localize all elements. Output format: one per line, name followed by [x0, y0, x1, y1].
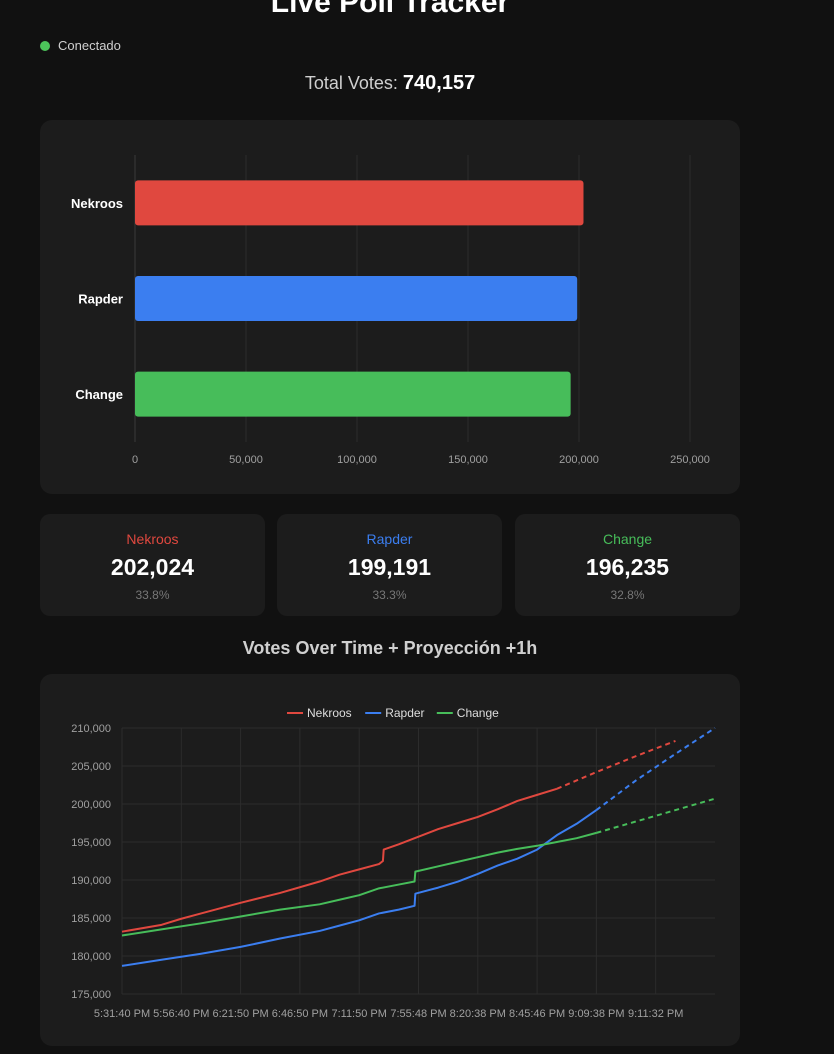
- card-percent: 33.3%: [372, 588, 407, 602]
- page-title: Live Poll Tracker: [270, 0, 510, 19]
- projection-line-rapder: [595, 727, 716, 811]
- bar-x-tick-label: 0: [132, 454, 138, 466]
- line-x-tick-label: 7:11:50 PM: [331, 1008, 386, 1020]
- card-percent: 32.8%: [610, 588, 645, 602]
- line-x-tick-label: 6:21:50 PM: [212, 1008, 268, 1020]
- status-dot-icon: [40, 40, 50, 51]
- bar-x-tick-label: 50,000: [229, 454, 263, 466]
- bar-x-tick-label: 250,000: [670, 454, 710, 466]
- line-y-tick-label: 190,000: [71, 875, 111, 887]
- bar-x-tick-label: 200,000: [559, 454, 599, 466]
- line-x-tick-label: 7:55:48 PM: [390, 1008, 446, 1020]
- bar-x-tick-label: 150,000: [448, 454, 488, 466]
- card-votes: 199,191: [347, 554, 432, 580]
- card-votes: 196,235: [585, 554, 670, 580]
- line-x-tick-label: 9:11:32 PM: [628, 1008, 683, 1020]
- bar-category-label: Rapder: [78, 292, 123, 307]
- card-name: Nekroos: [126, 531, 179, 547]
- bar-rapder: [135, 276, 578, 321]
- legend-label-change: Change: [457, 706, 499, 720]
- line-x-tick-label: 6:46:50 PM: [272, 1008, 328, 1020]
- status-text: Conectado: [58, 38, 121, 53]
- bar-x-tick-label: 100,000: [337, 454, 377, 466]
- series-line-rapder: [121, 809, 597, 967]
- total-votes-value: 740,157: [402, 72, 476, 94]
- card-name: Rapder: [366, 531, 413, 547]
- series-line-change: [121, 831, 597, 937]
- line-chart-panel: 210,000 205,000 200,000 195,000 190,000 185,0…: [40, 674, 740, 1046]
- projection-line-nekroos: [556, 739, 676, 790]
- connection-status: Conectado: [40, 38, 121, 53]
- legend-label-nekroos: Nekroos: [307, 706, 352, 720]
- line-x-tick-label: 8:45:46 PM: [509, 1008, 565, 1020]
- total-votes: Total Votes: 740,157: [0, 72, 780, 95]
- card-name: Change: [602, 531, 653, 547]
- line-y-tick-label: 175,000: [71, 989, 111, 1001]
- card-change: Change 196,235 32.8%: [515, 514, 740, 616]
- line-y-tick-label: 185,000: [71, 913, 111, 925]
- card-nekroos: Nekroos 202,024 33.8%: [40, 514, 265, 616]
- line-chart-title: Votes Over Time + Proyección +1h: [242, 638, 538, 658]
- bar-category-label: Nekroos: [71, 196, 123, 211]
- card-votes: 202,024: [110, 554, 195, 580]
- bar-change: [135, 371, 571, 417]
- line-x-tick-label: 5:56:40 PM: [153, 1008, 209, 1020]
- series-line-nekroos: [121, 787, 558, 933]
- bar-category-label: Change: [75, 387, 123, 402]
- line-y-tick-label: 195,000: [71, 837, 111, 849]
- line-y-tick-label: 180,000: [71, 951, 111, 963]
- line-y-tick-label: 205,000: [71, 761, 111, 773]
- legend-label-rapder: Rapder: [385, 706, 424, 720]
- projection-line-change: [596, 797, 716, 834]
- line-x-tick-label: 9:09:38 PM: [568, 1008, 624, 1020]
- bar-chart-panel: 0 50,000 100,000 150,000 200,000 250,000 Nekro…: [40, 120, 740, 494]
- bar-nekroos: [135, 180, 584, 226]
- line-chart: 210,000 205,000 200,000 195,000 190,000 185,0…: [71, 706, 716, 1020]
- line-x-tick-label: 5:31:40 PM: [94, 1008, 150, 1020]
- total-votes-label: Total Votes:: [304, 73, 398, 93]
- line-y-tick-label: 210,000: [71, 723, 111, 735]
- bar-chart: 0 50,000 100,000 150,000 200,000 250,000 Nekro…: [71, 155, 710, 466]
- card-percent: 33.8%: [135, 588, 170, 602]
- line-y-tick-label: 200,000: [71, 799, 111, 811]
- card-rapder: Rapder 199,191 33.3%: [277, 514, 502, 616]
- line-x-tick-label: 8:20:38 PM: [450, 1008, 506, 1020]
